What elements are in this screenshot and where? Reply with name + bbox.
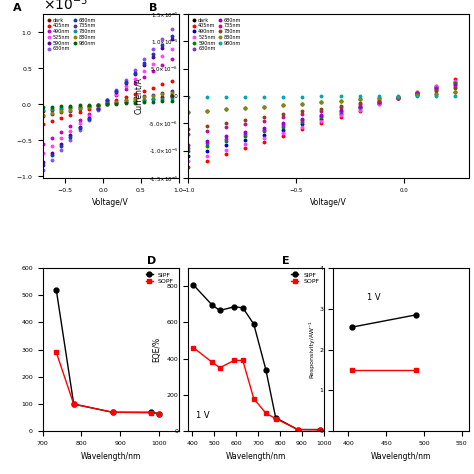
SIPF [240,305,246,310]
SIPF [273,415,279,420]
SOPF [54,349,59,355]
Text: 1 V: 1 V [196,411,210,420]
Text: D: D [147,256,156,266]
Y-axis label: Current/A: Current/A [134,78,143,114]
SOPF [295,427,301,432]
SOPF [349,367,355,373]
SIPF [109,410,115,415]
Y-axis label: EQE/%: EQE/% [152,337,161,362]
SIPF [191,282,196,288]
SOPF [217,365,223,371]
SOPF [273,416,279,421]
SIPF [156,411,162,417]
SIPF [263,367,269,373]
SIPF [210,302,215,308]
Legend: SIPF, SOPF: SIPF, SOPF [290,271,321,285]
Text: B: B [149,3,157,13]
SOPF [263,410,269,416]
Legend: SIPF, SOPF: SIPF, SOPF [144,271,175,285]
SIPF [414,312,419,318]
Legend: dark, 405nm, 490nm, 525nm, 590nm, 630nm, 680nm, 735nm, 780nm, 880nm, 980nm: dark, 405nm, 490nm, 525nm, 590nm, 630nm,… [45,17,97,52]
SIPF [148,410,154,415]
SIPF [295,427,301,432]
Line: SIPF: SIPF [54,287,162,416]
Text: A: A [13,3,21,13]
SOPF [240,357,246,363]
SIPF [217,308,223,313]
SIPF [317,427,322,432]
SOPF [251,396,256,401]
SOPF [231,357,237,363]
Text: 1 V: 1 V [367,293,381,302]
SOPF [148,410,154,416]
Line: SIPF: SIPF [191,283,322,432]
Text: E: E [282,256,289,266]
Y-axis label: Responsivity/AW⁻¹: Responsivity/AW⁻¹ [308,321,314,378]
Line: SOPF: SOPF [54,350,162,416]
SIPF [54,287,59,292]
SOPF [210,359,215,365]
X-axis label: Voltage/V: Voltage/V [92,198,129,207]
SOPF [317,427,322,433]
SIPF [349,324,355,330]
X-axis label: Voltage/V: Voltage/V [310,198,347,207]
Line: SIPF: SIPF [350,312,419,329]
Line: SOPF: SOPF [350,367,419,373]
X-axis label: Wavelength/nm: Wavelength/nm [226,452,286,461]
Line: SOPF: SOPF [191,345,322,432]
SIPF [251,321,256,327]
SOPF [109,410,115,415]
SIPF [71,401,77,407]
SOPF [191,345,196,351]
SOPF [414,367,419,373]
SIPF [231,304,237,310]
X-axis label: Wavelength/nm: Wavelength/nm [371,452,431,461]
SOPF [156,411,162,417]
Legend: dark, 405nm, 490nm, 525nm, 590nm, 630nm, 680nm, 735nm, 780nm, 880nm, 980nm: dark, 405nm, 490nm, 525nm, 590nm, 630nm,… [191,17,242,52]
SOPF [71,401,77,407]
X-axis label: Wavelength/nm: Wavelength/nm [81,452,141,461]
